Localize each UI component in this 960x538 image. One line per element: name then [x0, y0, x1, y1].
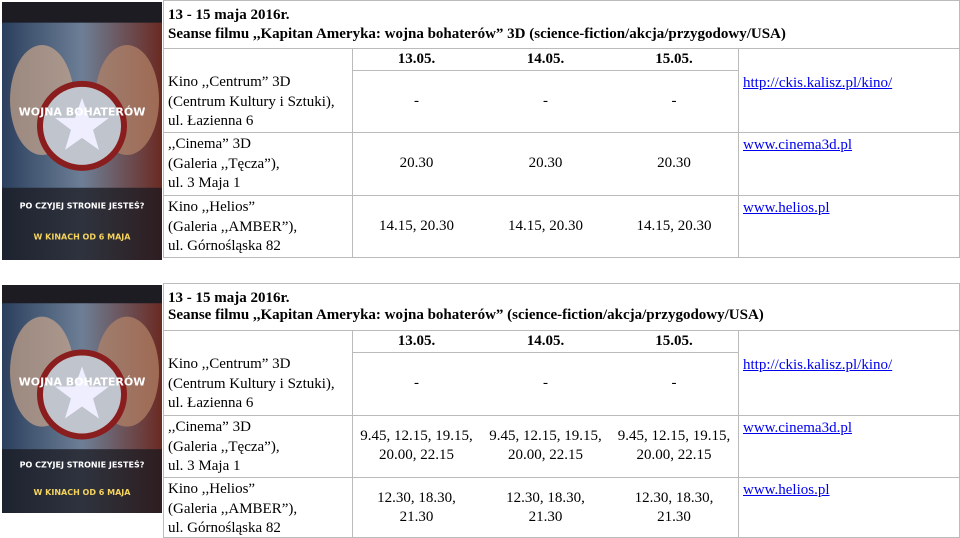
showtime: -: [414, 375, 419, 391]
border: [352, 330, 353, 538]
showtime: 21.30: [528, 508, 563, 525]
link[interactable]: www.cinema3d.pl: [743, 137, 852, 153]
showtime: 14.15, 20.30: [508, 218, 583, 234]
link[interactable]: www.helios.pl: [743, 482, 830, 498]
border: [738, 330, 739, 538]
showtime: 21.30: [657, 508, 691, 525]
cinema: Kino ,,Helios”: [168, 199, 256, 215]
star: [55, 97, 109, 150]
poster-text: WOJNA BOHATERÓW: [19, 375, 146, 388]
border: [352, 352, 738, 353]
showtime: 12.30, 18.30,: [634, 489, 714, 506]
date: 15.05.: [655, 51, 693, 67]
showtime: 20.00, 22.15: [636, 447, 712, 463]
cinema: ul. Górnośląska 82: [168, 238, 281, 254]
cinema: ,,Cinema” 3D: [168, 136, 251, 152]
date-range: 13 - 15 maja 2016r.: [168, 290, 290, 306]
border: [163, 195, 959, 196]
date: 13.05.: [397, 51, 436, 67]
cinema: ul. Łazienna 6: [168, 113, 254, 129]
cinema: ul. 3 Maja 1: [168, 458, 241, 474]
border: [163, 415, 959, 416]
cinema: (Galeria ,,Tęcza”),: [168, 155, 280, 172]
cinema: ul. Górnośląska 82: [168, 520, 281, 536]
showtime: 12.30, 18.30,: [506, 489, 585, 506]
showtime: -: [543, 375, 548, 391]
date-range: 13 - 15 maja 2016r.: [168, 7, 290, 23]
cinema: ,,Cinema” 3D: [168, 419, 251, 435]
showtime: -: [671, 92, 677, 109]
border: [163, 0, 960, 1]
showtime: -: [414, 92, 419, 109]
date: 14.05.: [526, 51, 565, 67]
border: [738, 48, 739, 258]
border: [163, 477, 959, 478]
poster: WOJNA BOHATERÓW PO CZYJEJ STRONIE JESTEŚ?…: [2, 285, 162, 513]
showtime: 20.00, 22.15: [379, 447, 454, 463]
cinema: Kino ,,Helios”: [168, 481, 256, 497]
showtime: 20.30: [657, 155, 691, 171]
date: 14.05.: [526, 333, 565, 349]
link[interactable]: www.cinema3d.pl: [743, 420, 852, 436]
poster-text: PO CZYJEJ STRONIE JESTEŚ?: [20, 458, 145, 469]
link[interactable]: http://ckis.kalisz.pl/kino/: [743, 357, 893, 373]
poster-text: PO CZYJEJ STRONIE JESTEŚ?: [20, 199, 145, 210]
border: [163, 0, 164, 258]
poster-band: [2, 285, 162, 304]
border: [352, 70, 738, 71]
border: [163, 283, 164, 538]
cinema: (Galeria ,,AMBER”),: [168, 218, 298, 235]
cinema: ul. 3 Maja 1: [168, 175, 241, 191]
showtime: -: [671, 375, 677, 391]
showtime: -: [543, 92, 548, 109]
showtime: 20.00, 22.15: [508, 447, 583, 463]
showtime: 21.30: [399, 508, 434, 525]
border: [352, 48, 353, 258]
star: [55, 366, 109, 419]
poster-text: W KINACH OD 6 MAJA: [34, 232, 132, 241]
date: 15.05.: [655, 333, 693, 349]
showtime: 20.30: [399, 155, 434, 171]
link[interactable]: http://ckis.kalisz.pl/kino/: [743, 75, 893, 91]
poster: WOJNA BOHATERÓW PO CZYJEJ STRONIE JESTEŚ?…: [2, 2, 162, 260]
showtime: 14.15, 20.30: [636, 218, 712, 234]
poster-band: [2, 2, 162, 23]
poster-footer: [2, 187, 162, 260]
link[interactable]: www.helios.pl: [743, 200, 830, 216]
showtime: 20.30: [528, 155, 563, 171]
cinema: ul. Łazienna 6: [168, 395, 254, 411]
showtime: 14.15, 20.30: [379, 218, 454, 234]
poster-text: WOJNA BOHATERÓW: [19, 106, 146, 119]
border: [163, 48, 959, 49]
border: [163, 257, 960, 258]
showtime: 12.30, 18.30,: [377, 489, 456, 506]
cinema: Kino ,,Centrum” 3D: [168, 74, 291, 90]
border: [163, 132, 959, 133]
cinema: (Galeria ,,AMBER”),: [168, 500, 298, 517]
border: [163, 330, 959, 331]
cinema: (Centrum Kultury i Sztuki),: [168, 93, 335, 110]
cinema: (Galeria ,,Tęcza”),: [168, 438, 280, 455]
title: Seanse filmu ,,Kapitan Ameryka: wojna bo…: [168, 26, 786, 42]
poster-text: W KINACH OD 6 MAJA: [34, 488, 132, 497]
showtime: 9.45, 12.15, 19.15,: [360, 428, 473, 444]
showtime: 9.45, 12.15, 19.15,: [617, 428, 731, 444]
border: [163, 283, 960, 284]
cinema: Kino ,,Centrum” 3D: [168, 356, 291, 372]
title: Seanse filmu ,,Kapitan Ameryka: wojna bo…: [168, 307, 764, 323]
showtime: 9.45, 12.15, 19.15,: [489, 428, 602, 444]
cinema: (Centrum Kultury i Sztuki),: [168, 375, 335, 392]
date: 13.05.: [397, 333, 436, 349]
poster-footer: [2, 449, 162, 513]
